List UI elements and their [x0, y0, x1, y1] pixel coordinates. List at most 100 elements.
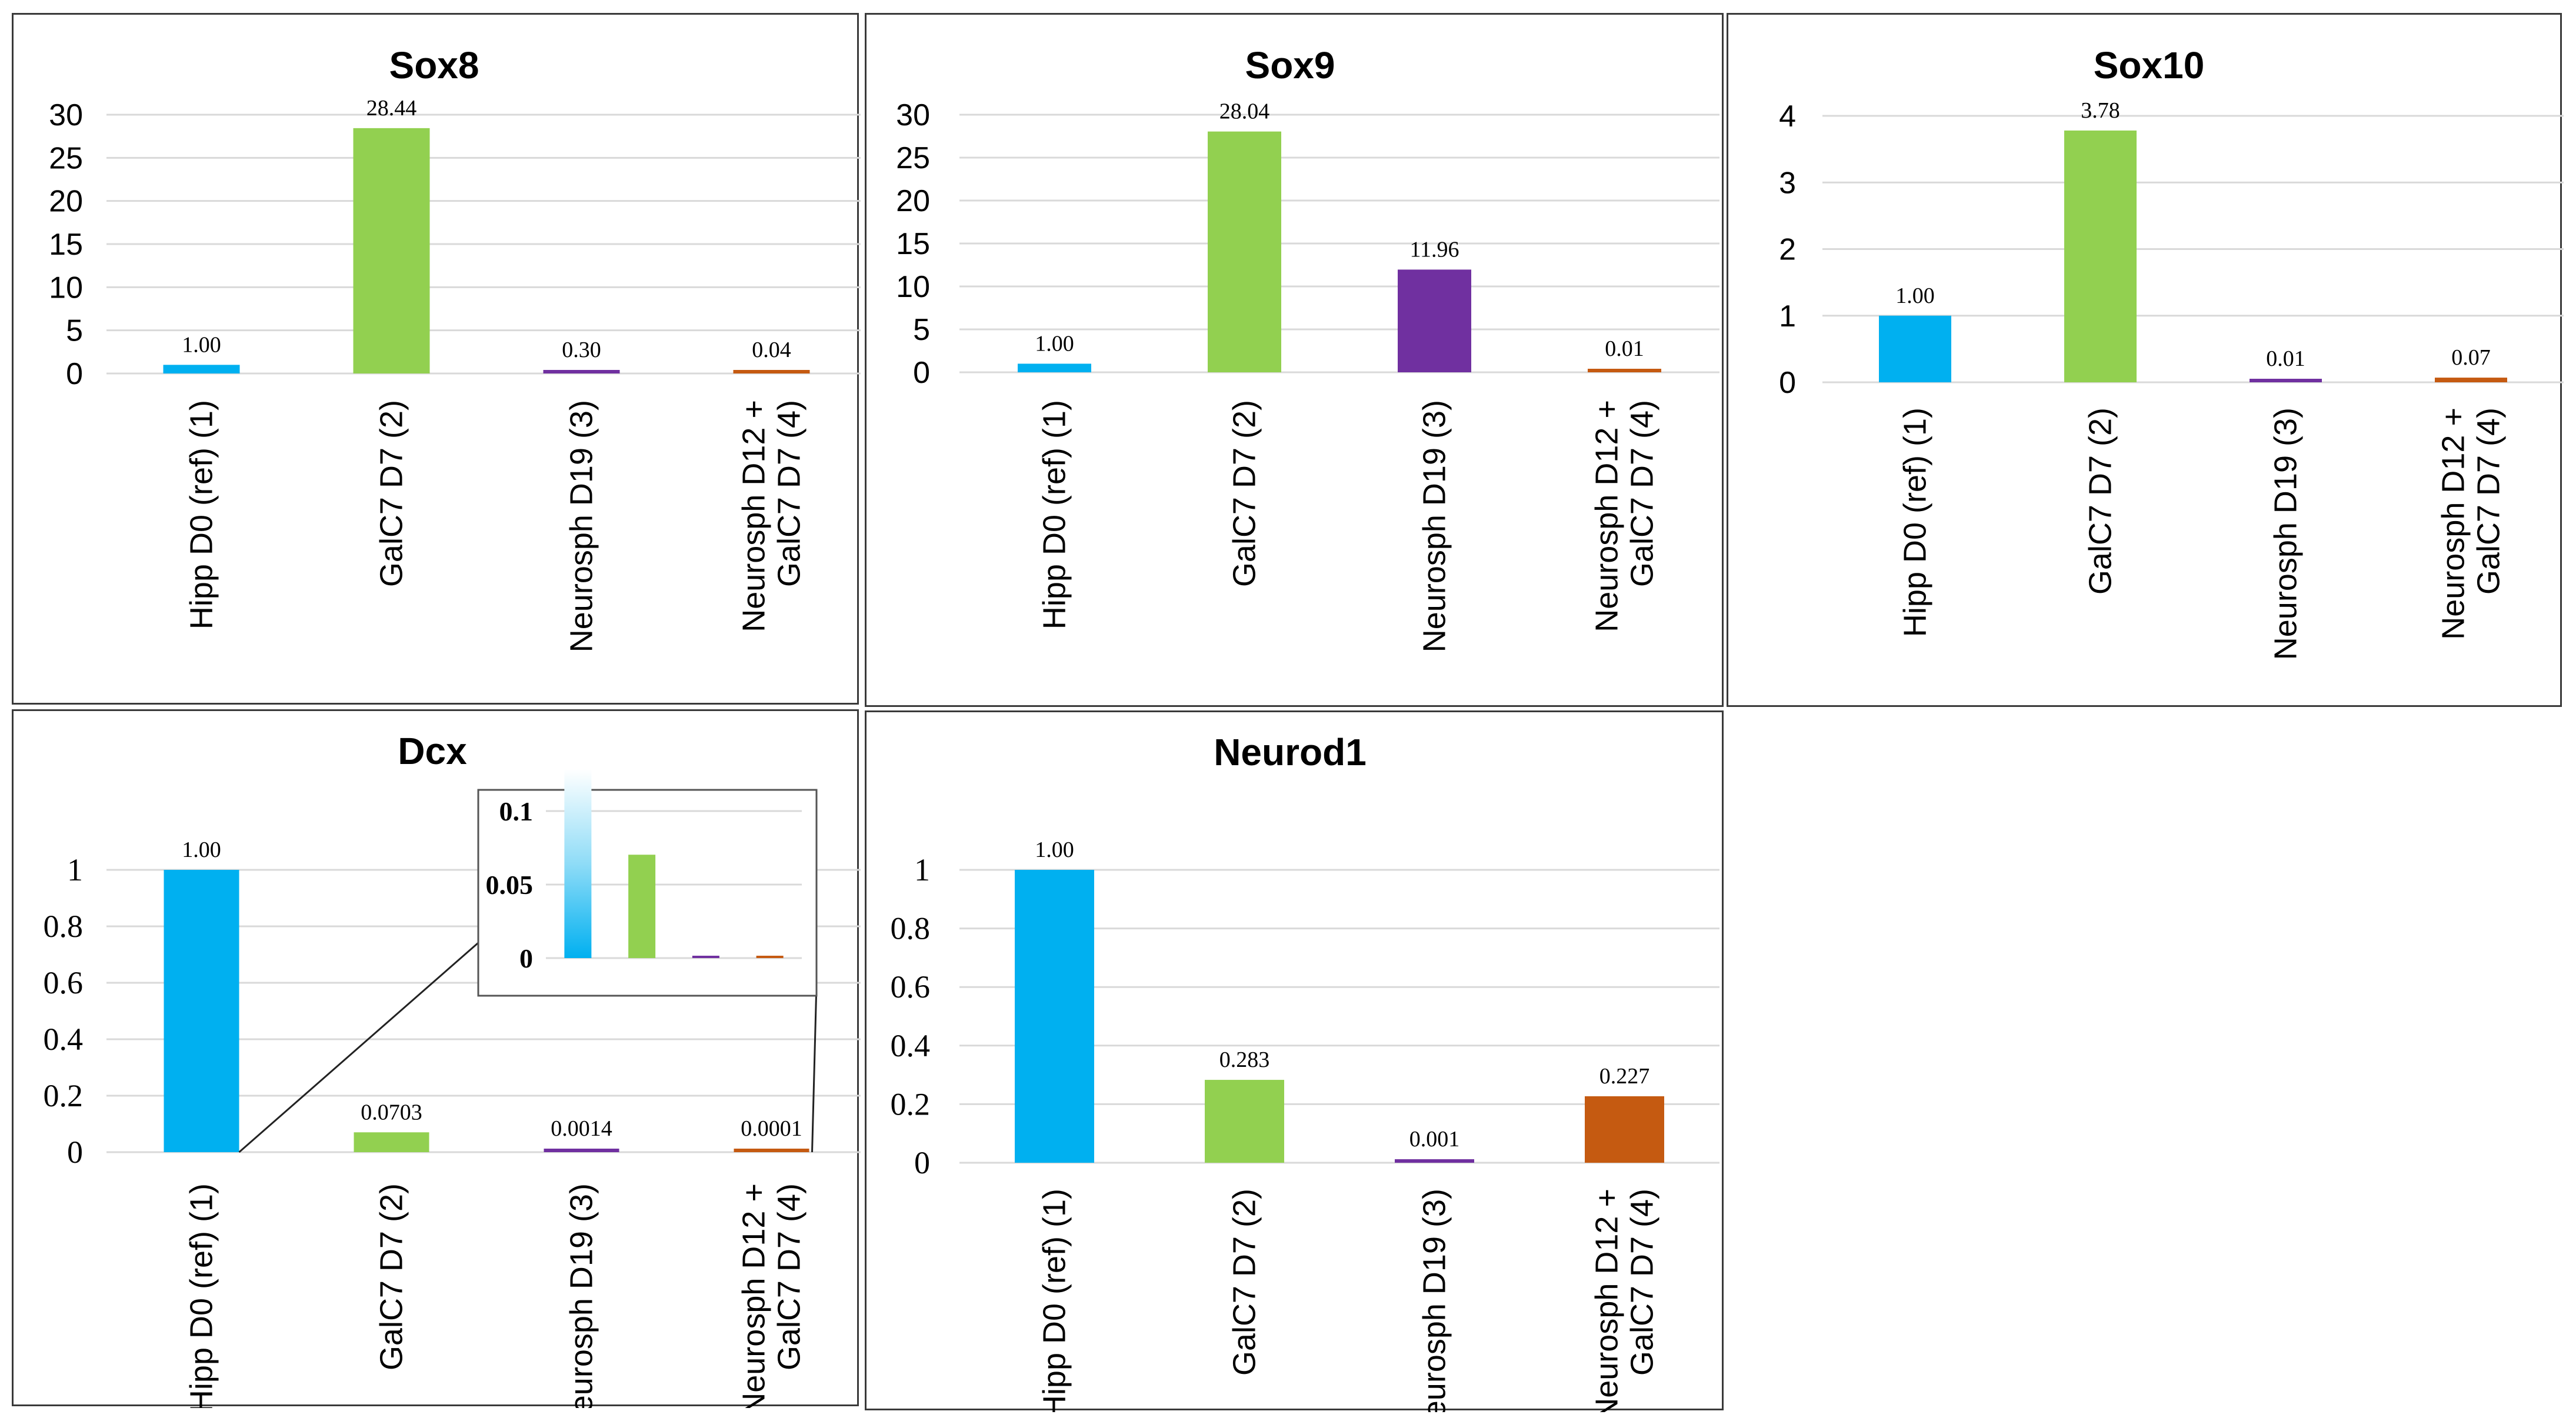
y-tick-label: 1 [67, 852, 83, 887]
x-tick-label: GalC7 D7 (4) [2471, 408, 2507, 595]
inset-connector-line [811, 983, 818, 1153]
x-tick-label: Neurosph D19 (3) [1417, 1189, 1452, 1412]
y-tick-label: 25 [896, 141, 930, 175]
bar [353, 128, 430, 373]
y-tick-label: 0.8 [891, 911, 931, 946]
inset-y-tick-label: 0 [519, 943, 533, 973]
y-tick-label: 0.6 [44, 965, 84, 1000]
x-tick-label: Hipp D0 (ref) (1) [184, 400, 219, 629]
data-label: 11.96 [1409, 237, 1459, 262]
y-tick-label: 1 [914, 852, 930, 887]
x-tick-label: GalC7 D7 (4) [1625, 1189, 1660, 1376]
chart-title: Dcx [398, 730, 467, 772]
chart-neurod1: Neurod1 0 0.2 0.4 0.6 0.8 1 1.00 0.283 0.001 0.227… [891, 731, 1719, 1412]
x-tick-label: Neurosph D12 + [737, 400, 772, 632]
x-tick-label: GalC7 D7 (2) [1227, 1189, 1262, 1376]
chart-sox8: Sox8 0 5 10 15 20 25 30 1.00 28.44 0.30 0.04 Hipp D0… [49, 44, 861, 652]
x-tick-label: Neurosph D12 + [1589, 400, 1625, 632]
x-tick-label: Neurosph D19 (3) [564, 1183, 599, 1408]
inset-bar [628, 855, 656, 958]
bar [544, 1149, 619, 1152]
data-label: 0.04 [752, 338, 791, 362]
y-tick-label: 0.4 [891, 1028, 931, 1063]
bar [1395, 1159, 1474, 1163]
x-tick-label: Neurosph D19 (3) [1417, 400, 1452, 652]
y-tick-label: 0 [1779, 366, 1796, 400]
y-tick-label: 3 [1779, 166, 1796, 200]
bar [354, 1132, 429, 1152]
chart-panel-dcx: Dcx 0 0.2 0.4 0.6 0.8 1 1.00 0.0703 0.0014 0.0001 H… [12, 709, 861, 1408]
x-tick-label: GalC7 D7 (4) [772, 1183, 807, 1370]
data-label: 0.0703 [361, 1100, 422, 1125]
chart-title: Sox8 [389, 44, 479, 86]
data-label: 0.01 [2266, 346, 2305, 371]
inset-bar [564, 769, 592, 958]
y-tick-label: 10 [896, 270, 930, 304]
x-tick-label: GalC7 D7 (4) [772, 400, 807, 587]
chart-sox9: Sox9 0 5 10 15 20 25 30 1.00 28.04 11.96 0.01 Hipp D… [896, 44, 1719, 652]
bar [543, 370, 620, 373]
y-tick-label: 0 [66, 357, 83, 391]
y-tick-label: 0.2 [891, 1086, 931, 1122]
data-label: 0.01 [1605, 336, 1644, 361]
chart-title: Sox9 [1245, 44, 1335, 86]
x-tick-label: Neurosph D12 + [2436, 408, 2471, 640]
inset-chart: 0 0.05 0.1 [477, 769, 818, 997]
bar [2250, 379, 2322, 382]
y-tick-label: 0 [913, 356, 930, 390]
y-tick-label: 1 [1779, 299, 1796, 333]
x-tick-label: Hipp D0 (ref) (1) [1898, 408, 1933, 637]
bar [1879, 315, 1951, 382]
x-tick-label: Hipp D0 (ref) (1) [184, 1183, 219, 1408]
chart-panel-sox10: Sox10 0 1 2 3 4 1.00 3.78 0.01 0.07 Hipp D0 (ref) … [1727, 13, 2564, 707]
data-label: 0.30 [562, 338, 601, 362]
bar [1205, 1080, 1284, 1163]
y-tick-label: 20 [49, 185, 83, 219]
inset-y-tick-label: 0.05 [486, 870, 534, 900]
y-tick-label: 0 [914, 1145, 930, 1180]
x-tick-label: GalC7 D7 (2) [374, 400, 409, 587]
y-tick-label: 0.2 [44, 1078, 84, 1113]
data-label: 1.00 [1035, 838, 1074, 862]
bar [734, 1149, 809, 1152]
bar [1015, 870, 1094, 1163]
data-label: 0.001 [1409, 1127, 1460, 1152]
y-tick-label: 0.8 [44, 909, 84, 944]
data-label: 0.0001 [741, 1116, 802, 1141]
y-tick-label: 15 [896, 227, 930, 261]
bar [1208, 131, 1281, 372]
data-label: 1.00 [182, 838, 221, 862]
x-tick-label: Hipp D0 (ref) (1) [1037, 400, 1072, 629]
y-tick-label: 15 [49, 228, 83, 262]
data-label: 3.78 [2081, 98, 2120, 123]
data-label: 0.227 [1599, 1064, 1650, 1089]
x-tick-label: GalC7 D7 (2) [374, 1183, 409, 1370]
x-tick-label: Neurosph D12 + [737, 1183, 772, 1408]
data-label: 0.283 [1219, 1047, 1270, 1072]
chart-panel-sox9: Sox9 0 5 10 15 20 25 30 1.00 28.04 11.96 0.01 Hipp D… [865, 13, 1724, 707]
bar [1018, 363, 1091, 372]
bar [163, 365, 240, 373]
x-tick-label: GalC7 D7 (4) [1625, 400, 1660, 587]
data-label: 1.00 [182, 332, 221, 357]
y-tick-label: 0 [67, 1135, 83, 1170]
x-tick-label: GalC7 D7 (2) [1227, 400, 1262, 587]
bar [2064, 130, 2137, 383]
data-label: 1.00 [1035, 331, 1074, 356]
data-label: 28.44 [366, 96, 417, 121]
bar [1398, 269, 1471, 372]
y-tick-label: 25 [49, 141, 83, 175]
y-tick-label: 4 [1779, 99, 1796, 134]
bar [1585, 1096, 1664, 1163]
y-tick-label: 0.4 [44, 1022, 84, 1057]
bar [164, 870, 239, 1152]
x-tick-label: Neurosph D19 (3) [2268, 408, 2304, 660]
data-label: 1.00 [1895, 283, 1935, 308]
x-tick-label: GalC7 D7 (2) [2083, 408, 2118, 595]
data-label: 0.07 [2451, 345, 2491, 370]
chart-dcx: Dcx 0 0.2 0.4 0.6 0.8 1 1.00 0.0703 0.0014 0.0001 H… [44, 730, 861, 1408]
x-tick-label: Neurosph D12 + [1589, 1189, 1625, 1412]
inset-bar [756, 956, 784, 958]
y-tick-label: 10 [49, 271, 83, 305]
chart-title: Neurod1 [1214, 731, 1367, 773]
